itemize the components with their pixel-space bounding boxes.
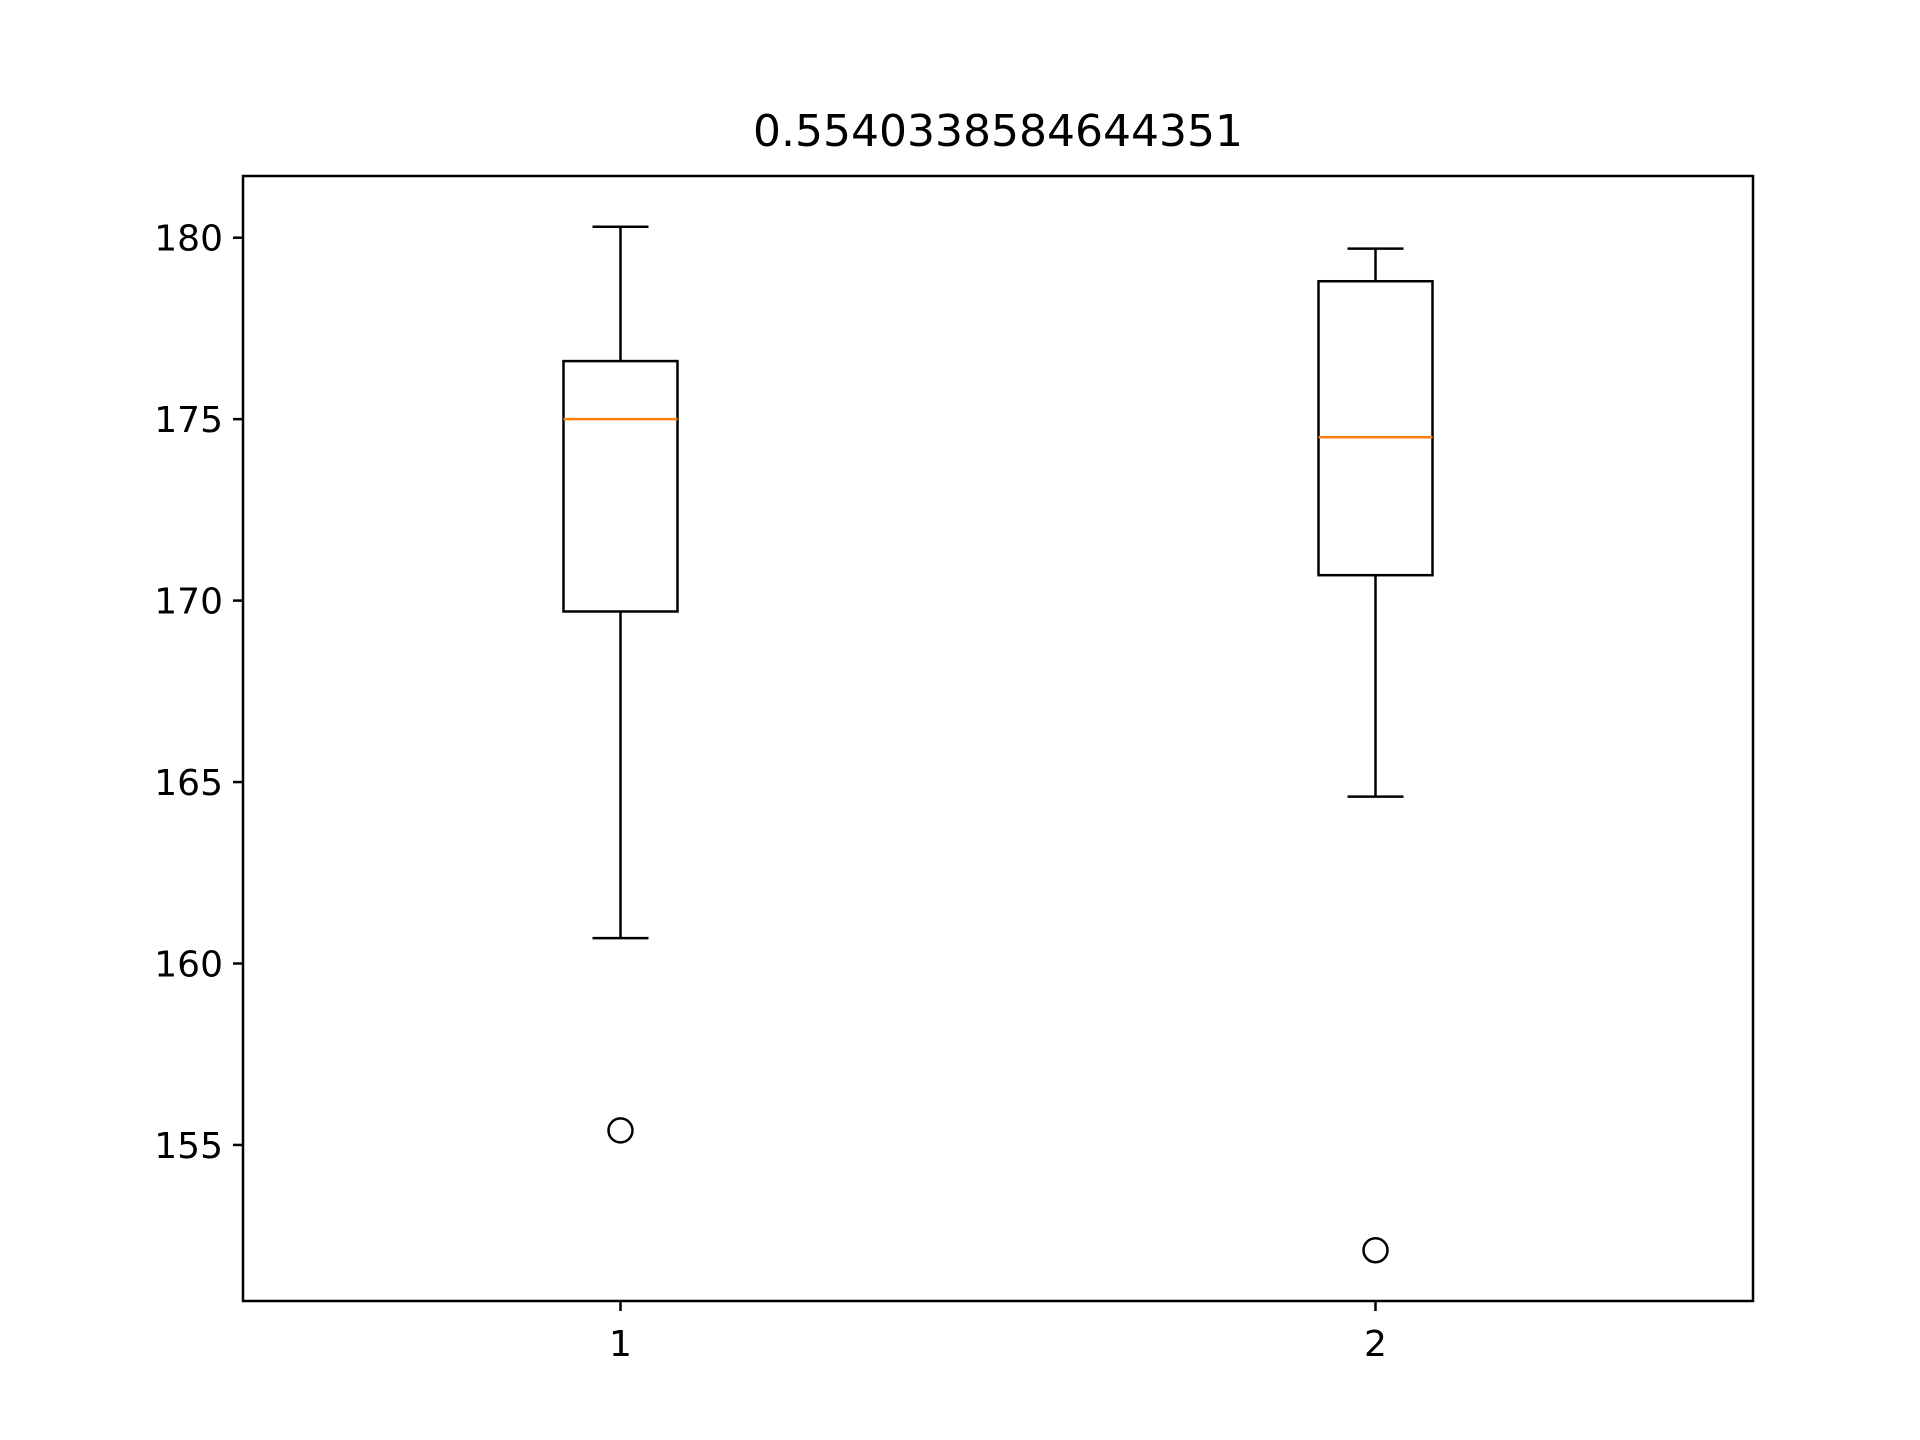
chart-title: 0.5540338584644351 (753, 106, 1243, 157)
iqr-box (562, 359, 679, 613)
outlier-point (607, 1117, 634, 1144)
outlier-point (1362, 1236, 1389, 1264)
y-tick-label: 165 (154, 763, 223, 804)
y-tick-label: 180 (154, 219, 223, 260)
y-axis: 155 160 165 170 175 180 (154, 219, 243, 1167)
box-group-2 (1317, 247, 1434, 1264)
boxes-layer (562, 225, 1434, 1264)
y-tick-label: 155 (154, 1126, 223, 1167)
y-tick-label: 160 (154, 945, 223, 986)
x-tick-label: 2 (1364, 1324, 1387, 1365)
plot-area-frame (241, 174, 1755, 1303)
box-group-1 (562, 225, 679, 1144)
y-tick-label: 175 (154, 400, 223, 441)
y-tick-label: 170 (154, 582, 223, 623)
x-tick-label: 1 (609, 1324, 632, 1365)
iqr-box (1317, 279, 1434, 577)
